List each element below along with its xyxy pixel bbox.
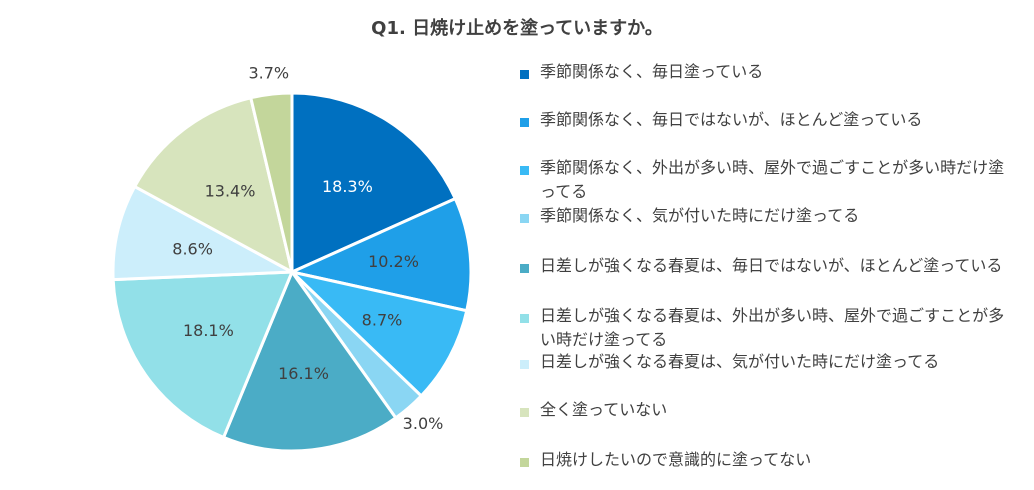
legend-label: 季節関係なく、毎日塗っている xyxy=(540,62,764,81)
legend-swatch xyxy=(520,70,529,79)
pie-data-label-1: 18.3% xyxy=(322,177,373,196)
pie-slice-8 xyxy=(132,96,295,275)
legend-swatch xyxy=(520,408,529,417)
pie-slice-5 xyxy=(221,268,398,453)
pie-slice-3 xyxy=(287,269,469,398)
pie-data-label-5: 16.1% xyxy=(278,364,329,383)
legend-label: 日差しが強くなる春夏は、毎日ではないが、ほとんど塗っている xyxy=(540,256,1003,275)
legend-label: 日差しが強くなる春夏は、外出が多い時、屋外で過ごすことが多い時だけ塗ってる xyxy=(540,306,1005,349)
legend-label: 日焼けしたいので意識的に塗ってない xyxy=(540,450,812,469)
pie-slice-2 xyxy=(287,196,473,313)
pie-data-label-4: 3.0% xyxy=(403,414,444,433)
pie-data-label-9: 3.7% xyxy=(248,63,289,82)
legend-swatch xyxy=(520,166,529,175)
legend-swatch xyxy=(520,458,529,467)
chart-title: Q1. 日焼け止めを塗っていますか。 xyxy=(371,18,663,39)
pie-slice-1 xyxy=(290,91,458,275)
pie-data-label-7: 8.6% xyxy=(172,240,213,259)
pie-data-label-3: 8.7% xyxy=(362,311,403,330)
pie-data-label-8: 13.4% xyxy=(205,181,256,200)
legend-label: 季節関係なく、外出が多い時、屋外で過ごすことが多い時だけ塗ってる xyxy=(540,158,1005,201)
pie-slice-6 xyxy=(111,270,295,440)
legend-label: 季節関係なく、気が付いた時にだけ塗ってる xyxy=(540,206,860,225)
legend-swatch xyxy=(520,314,529,323)
pie-data-label-2: 10.2% xyxy=(368,252,419,271)
pie-data-label-6: 18.1% xyxy=(183,321,234,340)
legend-swatch xyxy=(520,214,529,223)
legend-label: 全く塗っていない xyxy=(540,400,668,419)
legend-label: 季節関係なく、毎日ではないが、ほとんど塗っている xyxy=(540,110,923,129)
legend: 季節関係なく、毎日塗っている 季節関係なく、毎日ではないが、ほとんど塗っている 季節… xyxy=(520,0,1020,490)
pie-slice-7 xyxy=(111,184,298,282)
pie-slice-9 xyxy=(248,91,294,273)
legend-swatch xyxy=(520,360,529,369)
legend-label: 日差しが強くなる春夏は、気が付いた時にだけ塗ってる xyxy=(540,352,940,371)
legend-swatch xyxy=(520,118,529,127)
legend-swatch xyxy=(520,264,529,273)
